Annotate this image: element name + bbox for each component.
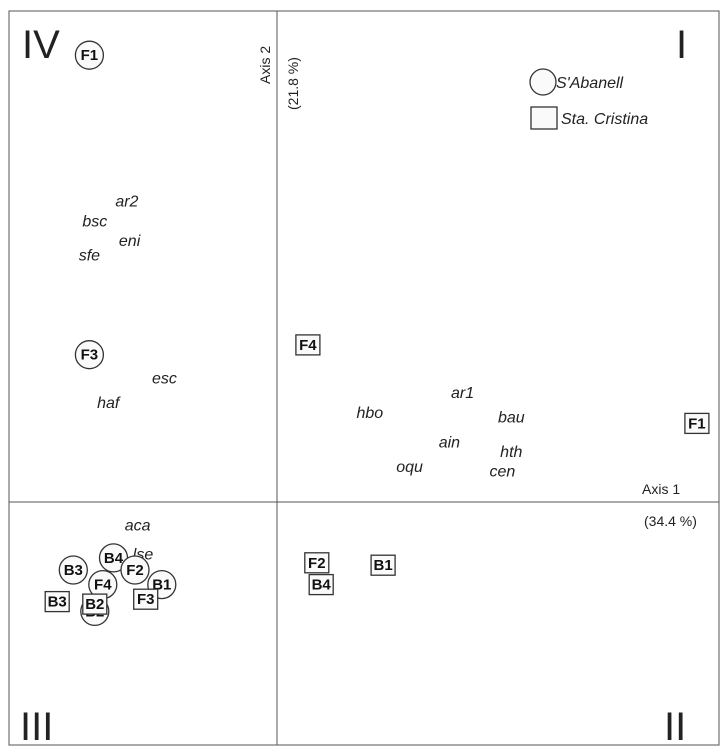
species-label-eni: eni bbox=[119, 233, 141, 250]
site-sta-cristina-b4: B4 bbox=[308, 573, 334, 596]
site-sta-cristina-f1: F1 bbox=[684, 412, 710, 435]
site-label: B1 bbox=[374, 557, 393, 574]
circle-marker bbox=[74, 340, 105, 370]
species-label-aca: aca bbox=[125, 518, 151, 535]
square-marker bbox=[304, 552, 330, 574]
site-sta-cristina-f4: F4 bbox=[295, 334, 321, 356]
square-marker bbox=[44, 590, 70, 613]
legend-square-marker bbox=[530, 106, 558, 130]
site-label: F3 bbox=[137, 591, 155, 608]
square-marker bbox=[308, 573, 334, 596]
legend-label-sta-cristina: Sta. Cristina bbox=[561, 111, 648, 128]
site-sta-cristina-b3: B3 bbox=[44, 590, 70, 613]
legend-label-sabanell: S'Abanell bbox=[556, 75, 624, 92]
quadrant-label-i: I bbox=[676, 23, 687, 67]
site-sabanell-f3: F3 bbox=[74, 340, 105, 370]
site-label: F2 bbox=[308, 555, 326, 572]
species-label-cen: cen bbox=[490, 464, 516, 481]
species-label-hbo: hbo bbox=[356, 405, 383, 422]
site-sabanell-f2: F2 bbox=[120, 555, 150, 585]
legend: S'Abanell Sta. Cristina bbox=[529, 68, 648, 130]
quadrant-label-iv: IV bbox=[22, 23, 60, 67]
site-sabanell-f1: F1 bbox=[74, 40, 105, 70]
species-label-sfe: sfe bbox=[79, 248, 100, 265]
site-label: B4 bbox=[312, 577, 332, 594]
species-label-ar1: ar1 bbox=[451, 385, 474, 402]
square-marker bbox=[684, 412, 710, 435]
species-label-ain: ain bbox=[439, 434, 460, 451]
circle-marker bbox=[120, 555, 150, 585]
site-label: B3 bbox=[64, 562, 83, 579]
circle-marker bbox=[58, 555, 88, 585]
site-markers: F1F3B4F2B3F4B1B2F3B3B2F4F1F2B1B4 bbox=[44, 40, 710, 627]
species-label-oqu: oqu bbox=[396, 459, 423, 476]
axis-2-title: Axis 2 bbox=[257, 46, 273, 84]
quadrant-label-ii: II bbox=[664, 705, 686, 747]
site-label: F3 bbox=[81, 347, 99, 364]
site-sabanell-b4: B4 bbox=[98, 543, 129, 573]
species-label-bau: bau bbox=[498, 410, 525, 427]
site-label: F2 bbox=[126, 562, 144, 579]
site-sabanell-b3: B3 bbox=[58, 555, 88, 585]
axis-1-title: Axis 1 bbox=[642, 481, 680, 497]
square-marker bbox=[133, 588, 159, 610]
site-label: F4 bbox=[94, 577, 112, 594]
plot-frame bbox=[8, 10, 720, 746]
species-label-hth: hth bbox=[500, 444, 522, 461]
site-label: F4 bbox=[299, 337, 317, 354]
site-label: F1 bbox=[81, 47, 99, 64]
square-marker bbox=[82, 593, 108, 615]
square-marker bbox=[370, 554, 396, 576]
site-label: F1 bbox=[688, 415, 706, 432]
square-marker bbox=[295, 334, 321, 356]
species-label-esc: esc bbox=[152, 371, 177, 388]
species-label-bsc: bsc bbox=[82, 213, 107, 230]
site-sta-cristina-f2: F2 bbox=[304, 552, 330, 574]
site-label: B4 bbox=[104, 550, 124, 567]
site-label: B3 bbox=[48, 594, 67, 611]
axis-1-variance: (34.4 %) bbox=[644, 513, 697, 529]
species-label-ar2: ar2 bbox=[115, 194, 138, 211]
site-sta-cristina-b2: B2 bbox=[82, 593, 108, 615]
circle-marker bbox=[74, 40, 105, 70]
site-label: B2 bbox=[85, 596, 104, 613]
site-sta-cristina-f3: F3 bbox=[133, 588, 159, 610]
axis-2-variance: (21.8 %) bbox=[285, 57, 301, 110]
species-label-haf: haf bbox=[97, 395, 121, 412]
site-sta-cristina-b1: B1 bbox=[370, 554, 396, 576]
legend-circle-marker bbox=[529, 68, 557, 96]
quadrant-label-iii: III bbox=[20, 705, 53, 747]
